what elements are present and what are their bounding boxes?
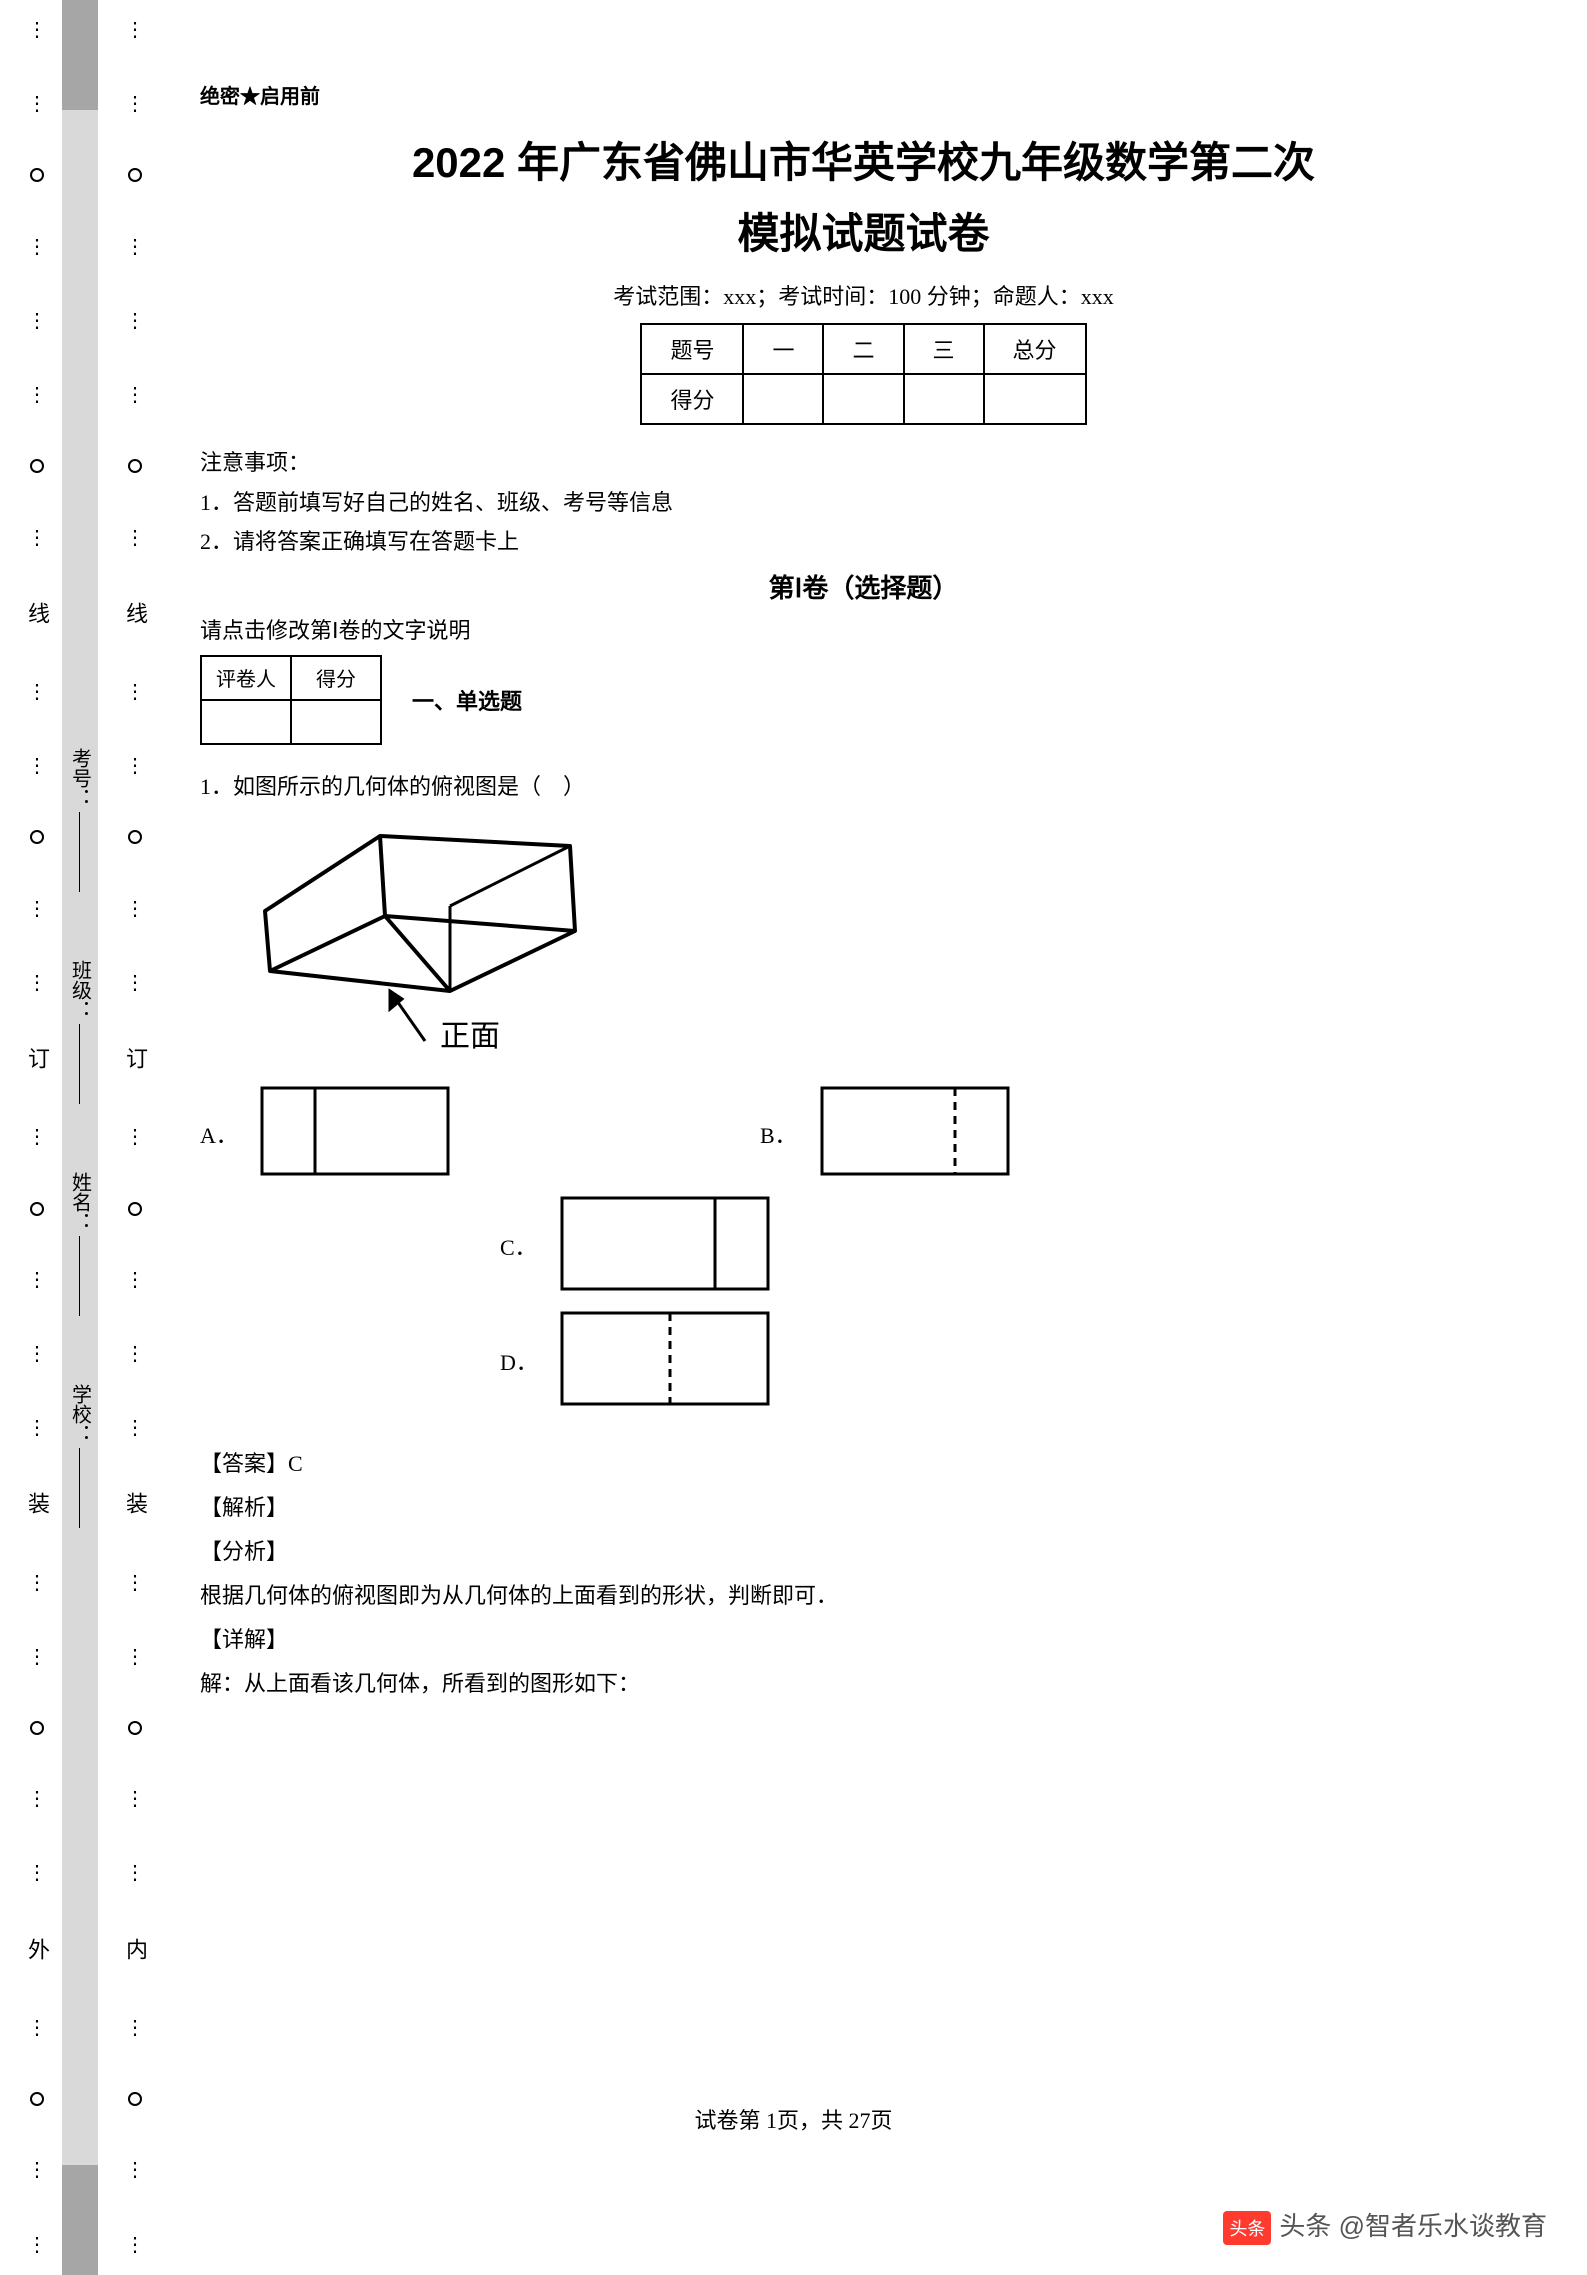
answer-line: 根据几何体的俯视图即为从几何体的上面看到的形状，判断即可． <box>200 1574 1527 1618</box>
opt-d-box <box>560 1311 770 1412</box>
answer-block: 【答案】C 【解析】 【分析】 根据几何体的俯视图即为从几何体的上面看到的形状，… <box>200 1442 1527 1706</box>
binding-label-xian: 线 <box>21 602 53 628</box>
grader-row: 评卷人 得分 一、单选题 <box>200 655 1527 745</box>
part1-header: 第Ⅰ卷（选择题） <box>200 568 1527 605</box>
edit-note: 请点击修改第Ⅰ卷的文字说明 <box>200 613 1527 645</box>
table-row: 得分 <box>641 374 1085 424</box>
table-row: 题号 一 二 三 总分 <box>641 324 1085 374</box>
td-blank <box>904 374 984 424</box>
opt-a-label: A． <box>200 1118 240 1150</box>
grader-table: 评卷人 得分 <box>200 655 382 745</box>
binding-line-outer: ⋮⋮ ⋮⋮⋮ ⋮ 线 ⋮⋮ ⋮⋮ 订 ⋮ ⋮⋮⋮ 装 ⋮⋮ ⋮⋮ 外 ⋮ ⋮⋮ <box>36 20 38 2255</box>
td-blank <box>743 374 823 424</box>
exam-content: 绝密★启用前 2022 年广东省佛山市华英学校九年级数学第二次 模拟试题试卷 考… <box>200 80 1527 1706</box>
exam-subinfo: 考试范围：xxx；考试时间：100 分钟；命题人：xxx <box>200 279 1527 311</box>
opt-c-box <box>560 1196 770 1297</box>
question-1: 1．如图所示的几何体的俯视图是（ ） <box>200 769 1527 801</box>
lbl-nei: 内 <box>119 1938 151 1964</box>
exam-title-2: 模拟试题试卷 <box>200 200 1527 261</box>
grader-blank <box>291 700 381 744</box>
lbl-zhuang: 装 <box>119 1492 151 1518</box>
lbl-ding: 订 <box>119 1047 151 1073</box>
figure-label: 正面 <box>440 1020 500 1051</box>
binding-line-inner: ⋮⋮ ⋮⋮⋮ ⋮ 线 ⋮⋮ ⋮⋮ 订 ⋮ ⋮⋮⋮ 装 ⋮⋮ ⋮⋮ 内 ⋮ ⋮⋮ <box>134 20 136 2255</box>
th-tihao: 题号 <box>641 324 743 374</box>
answer-line: 解：从上面看该几何体，所看到的图形如下： <box>200 1662 1527 1706</box>
page-footer: 试卷第 1页，共 27页 <box>0 2103 1587 2135</box>
binding-label-wai: 外 <box>21 1938 53 1964</box>
notice-item-2: 2．请将答案正确填写在答题卡上 <box>200 522 1527 562</box>
th-3: 三 <box>904 324 984 374</box>
section-label: 一、单选题 <box>412 684 522 716</box>
notice-title: 注意事项： <box>200 443 1527 483</box>
grader-h1: 评卷人 <box>201 656 291 700</box>
opt-b-label: B． <box>760 1118 800 1150</box>
opt-b-box <box>820 1086 1010 1182</box>
opt-d-label: D． <box>500 1345 540 1377</box>
td-defen: 得分 <box>641 374 743 424</box>
watermark: 头条头条 @智者乐水谈教育 <box>1223 2206 1547 2245</box>
binding-label-zhuang: 装 <box>21 1492 53 1518</box>
exam-title-1: 2022 年广东省佛山市华英学校九年级数学第二次 <box>200 129 1527 190</box>
binding-label-ding-outer: 订 <box>21 1047 53 1073</box>
answer-line: 【解析】 <box>200 1486 1527 1530</box>
th-1: 一 <box>743 324 823 374</box>
th-2: 二 <box>823 324 903 374</box>
answer-line: 【详解】 <box>200 1618 1527 1662</box>
grader-blank <box>201 700 291 744</box>
option-row-c: C． <box>200 1196 1527 1297</box>
binding-gutter: ⋮⋮ ⋮⋮⋮ ⋮ 线 ⋮⋮ ⋮⋮ 订 ⋮ ⋮⋮⋮ 装 ⋮⋮ ⋮⋮ 外 ⋮ ⋮⋮ … <box>0 0 170 2275</box>
gray-strip-top <box>62 0 98 110</box>
opt-a-box <box>260 1086 450 1182</box>
opt-c-label: C． <box>500 1230 540 1262</box>
toutiao-logo-icon: 头条 <box>1223 2211 1271 2245</box>
td-blank <box>984 374 1086 424</box>
lbl-xian: 线 <box>119 602 151 628</box>
exam-page: ⋮⋮ ⋮⋮⋮ ⋮ 线 ⋮⋮ ⋮⋮ 订 ⋮ ⋮⋮⋮ 装 ⋮⋮ ⋮⋮ 外 ⋮ ⋮⋮ … <box>0 0 1587 2275</box>
secret-line: 绝密★启用前 <box>200 80 1527 109</box>
answer-line: 【答案】C <box>200 1442 1527 1486</box>
gray-strip <box>62 0 98 2275</box>
notice-item-1: 1．答题前填写好自己的姓名、班级、考号等信息 <box>200 483 1527 523</box>
question-figure: 正面 <box>240 821 1527 1056</box>
notice-block: 注意事项： 1．答题前填写好自己的姓名、班级、考号等信息 2．请将答案正确填写在… <box>200 443 1527 562</box>
option-row-d: D． <box>200 1311 1527 1412</box>
gray-strip-bot <box>62 2165 98 2275</box>
td-blank <box>823 374 903 424</box>
answer-line: 【分析】 <box>200 1530 1527 1574</box>
th-total: 总分 <box>984 324 1086 374</box>
grader-h2: 得分 <box>291 656 381 700</box>
watermark-text: 头条 @智者乐水谈教育 <box>1279 2211 1547 2241</box>
prism-svg: 正面 <box>240 821 600 1051</box>
score-table: 题号 一 二 三 总分 得分 <box>640 323 1086 425</box>
option-row-ab: A． B． <box>200 1086 1527 1182</box>
